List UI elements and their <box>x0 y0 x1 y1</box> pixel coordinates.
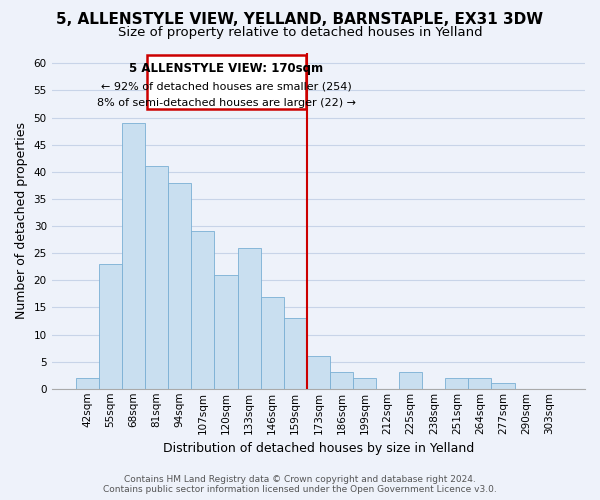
Bar <box>445 378 469 389</box>
Bar <box>76 378 99 389</box>
FancyBboxPatch shape <box>148 55 305 110</box>
Bar <box>145 166 168 389</box>
Y-axis label: Number of detached properties: Number of detached properties <box>15 122 28 319</box>
Text: 5 ALLENSTYLE VIEW: 170sqm: 5 ALLENSTYLE VIEW: 170sqm <box>130 62 323 76</box>
Bar <box>260 296 284 389</box>
Bar <box>168 182 191 389</box>
Text: 5, ALLENSTYLE VIEW, YELLAND, BARNSTAPLE, EX31 3DW: 5, ALLENSTYLE VIEW, YELLAND, BARNSTAPLE,… <box>56 12 544 28</box>
Bar <box>99 264 122 389</box>
X-axis label: Distribution of detached houses by size in Yelland: Distribution of detached houses by size … <box>163 442 474 455</box>
Bar <box>238 248 260 389</box>
Text: Contains HM Land Registry data © Crown copyright and database right 2024.
Contai: Contains HM Land Registry data © Crown c… <box>103 474 497 494</box>
Bar <box>191 232 214 389</box>
Bar <box>469 378 491 389</box>
Bar <box>353 378 376 389</box>
Text: Size of property relative to detached houses in Yelland: Size of property relative to detached ho… <box>118 26 482 39</box>
Bar <box>284 318 307 389</box>
Bar <box>330 372 353 389</box>
Text: 8% of semi-detached houses are larger (22) →: 8% of semi-detached houses are larger (2… <box>97 98 356 108</box>
Bar <box>307 356 330 389</box>
Bar <box>491 384 515 389</box>
Bar <box>399 372 422 389</box>
Bar <box>214 275 238 389</box>
Bar <box>122 123 145 389</box>
Text: ← 92% of detached houses are smaller (254): ← 92% of detached houses are smaller (25… <box>101 81 352 91</box>
